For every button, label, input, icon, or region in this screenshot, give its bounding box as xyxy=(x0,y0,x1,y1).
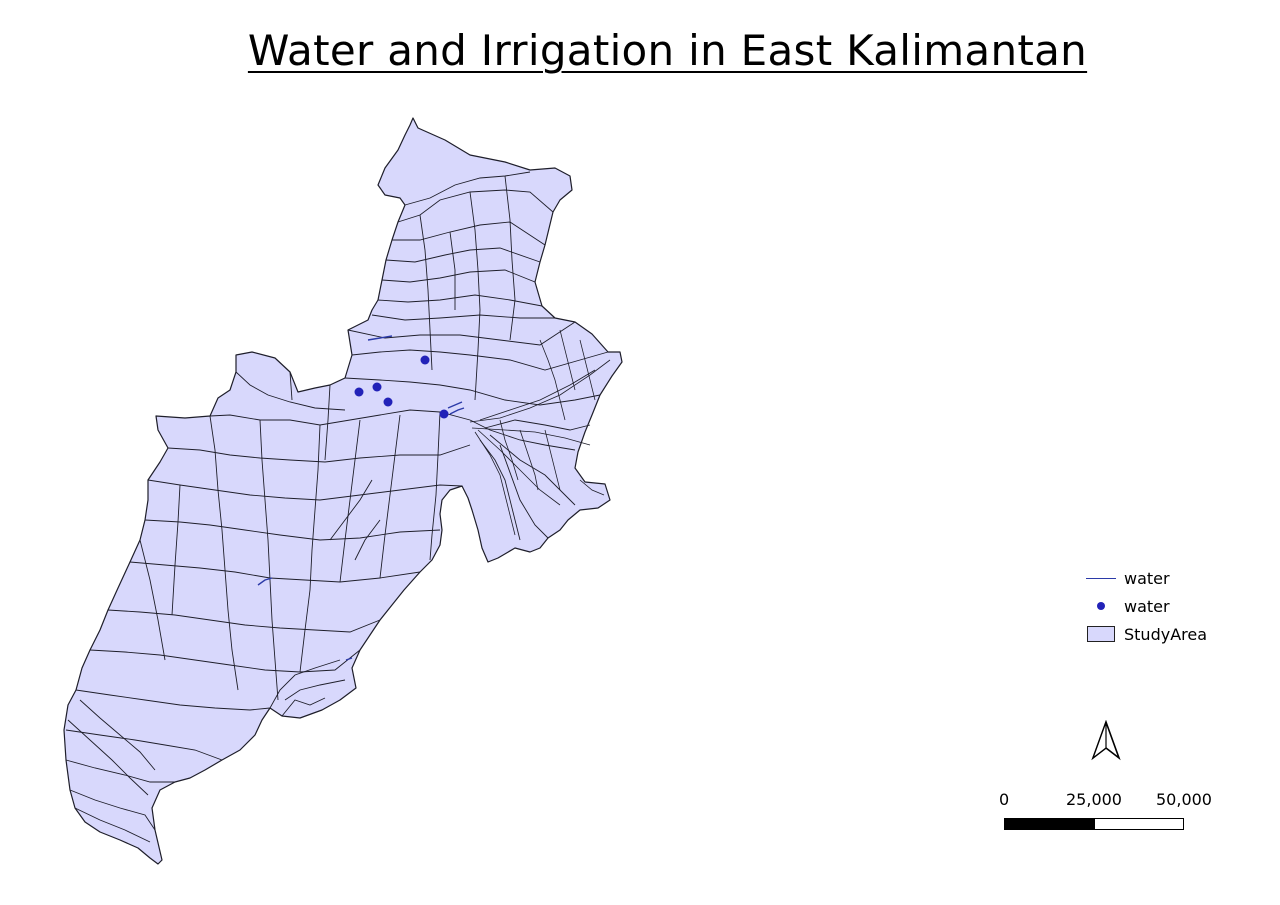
map-title: Water and Irrigation in East Kalimantan xyxy=(247,26,1088,75)
legend-label: water xyxy=(1124,596,1170,616)
delta-channels xyxy=(469,329,611,536)
line-symbol-icon xyxy=(1086,568,1116,588)
scale-label-0: 0 xyxy=(999,790,1010,809)
legend-item-water-point: water xyxy=(1086,592,1207,620)
water-point xyxy=(420,355,430,365)
polygon-symbol-icon xyxy=(1086,624,1116,644)
north-arrow-icon xyxy=(1091,720,1121,761)
legend-label: water xyxy=(1124,568,1170,588)
scale-label-50000: 50,000 xyxy=(1156,790,1212,809)
scale-bar: 0 25,000 50,000 xyxy=(990,788,1230,838)
legend-item-water-line: water xyxy=(1086,564,1207,592)
scale-label-25000: 25,000 xyxy=(1066,790,1122,809)
water-point xyxy=(354,387,364,397)
legend-label: StudyArea xyxy=(1124,624,1208,644)
legend-item-study-area: StudyArea xyxy=(1086,620,1207,648)
scale-segment-black xyxy=(1004,818,1095,830)
map-legend: water water StudyArea xyxy=(1086,564,1207,648)
point-symbol-icon xyxy=(1086,596,1116,616)
water-point xyxy=(383,397,393,407)
water-points[interactable] xyxy=(354,355,449,419)
scale-segment-white xyxy=(1094,818,1184,830)
water-point xyxy=(439,409,449,419)
study-area-polygon[interactable] xyxy=(63,117,623,865)
water-lines[interactable] xyxy=(257,335,465,661)
admin-boundaries xyxy=(65,171,609,843)
water-point xyxy=(372,382,382,392)
